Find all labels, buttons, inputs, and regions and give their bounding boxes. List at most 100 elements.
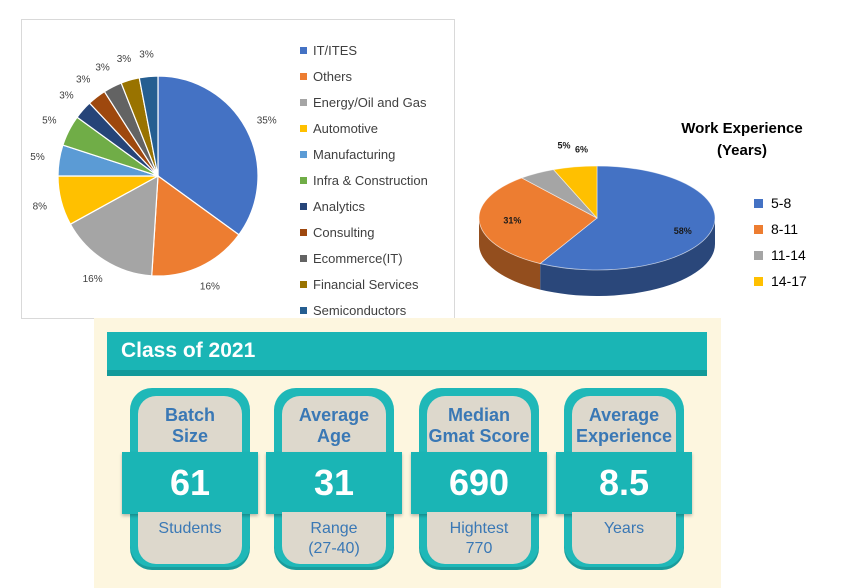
legend-label: 8-11: [771, 221, 798, 237]
pie-slice-semiconductors: [138, 75, 159, 177]
legend-label: IT/ITES: [313, 42, 358, 58]
legend-label: 14-17: [771, 273, 807, 289]
pie-slice-8-11: [478, 177, 598, 265]
pie-data-label: 3%: [139, 50, 154, 61]
pie-slice-5-8: [539, 165, 716, 271]
pie-data-label: 5%: [42, 116, 57, 127]
pie-slice-side-5-8: [540, 218, 715, 296]
legend-swatch: [300, 176, 307, 184]
card-label-line: Median: [447, 405, 510, 425]
legend-swatch: [300, 124, 307, 132]
experience-legend: 5-8 8-11 11-14 14-17: [754, 190, 807, 294]
legend-label: Analytics: [313, 198, 366, 214]
class-title: Class of 2021: [107, 332, 707, 376]
average-age-card: Average Age 31 Range (27-40): [266, 388, 402, 570]
card-label: Average Age: [282, 396, 386, 454]
legend-item-manufacturing: Manufacturing: [300, 141, 428, 167]
legend-swatch: [300, 72, 307, 80]
legend-label: Ecommerce(IT): [313, 250, 403, 266]
experience-title-line-2: (Years): [716, 142, 768, 159]
legend-label: Automotive: [313, 120, 379, 136]
pie-data-label: 3%: [95, 62, 110, 73]
pie-data-label: 58%: [674, 226, 692, 236]
card-subtext-line: Range: [310, 520, 358, 537]
card-subtext-line: (27-40): [308, 540, 360, 557]
legend-label: Infra & Construction: [313, 172, 428, 188]
legend-swatch: [300, 46, 307, 54]
card-subtext: Students: [138, 512, 242, 564]
sector-pie-chart: 35%16%16%8%5%5%3%3%3%3% 3%: [30, 50, 277, 293]
pie-data-label: 35%: [257, 116, 277, 127]
pie-data-label: 3%: [117, 54, 132, 65]
sector-chart-panel: 35% 16% 16% 8% 5% 5% 3% 3% 3% 3% 3% IT/ITES Others E…: [21, 19, 455, 319]
legend-swatch: [754, 250, 763, 260]
pie-data-label: 3%: [76, 75, 91, 86]
legend-label: Energy/Oil and Gas: [313, 94, 427, 110]
card-label-line: Batch: [164, 405, 215, 425]
legend-item-automotive: Automotive: [300, 115, 428, 141]
card-subtext-line: Years: [603, 520, 645, 537]
card-label: Median Gmat Score: [427, 396, 531, 454]
pie-data-label: 31%: [503, 216, 521, 226]
legend-item-consulting: Consulting: [300, 219, 428, 245]
pie-data-label: 5%: [557, 140, 570, 150]
card-subtext-line: Students: [158, 520, 222, 537]
card-label-line: Average: [588, 405, 660, 425]
card-label: Batch Size: [138, 396, 242, 454]
legend-label: 5-8: [771, 195, 792, 211]
card-subtext: Hightest 770: [427, 512, 531, 564]
legend-label: Others: [313, 68, 353, 84]
pie-data-label: 8%: [33, 201, 48, 212]
legend-swatch: [300, 228, 307, 236]
legend-item-ecommerce-it: Ecommerce(IT): [300, 245, 428, 271]
legend-swatch: [300, 306, 307, 314]
legend-label: Semiconductors: [313, 302, 407, 318]
card-subtext: Range (27-40): [282, 512, 386, 564]
legend-item-analytics: Analytics: [300, 193, 428, 219]
legend-swatch: [300, 202, 307, 210]
card-label-line: Average: [298, 405, 370, 425]
pie-slice-others: [151, 174, 240, 277]
legend-item-14-17: 14-17: [754, 268, 807, 294]
legend-swatch: [300, 254, 307, 262]
pie-data-label: 16%: [200, 281, 220, 292]
pie-data-label: 16%: [83, 274, 103, 285]
pie-slice-side-8-11: [479, 218, 541, 290]
legend-item-financial-services: Financial Services: [300, 271, 428, 297]
legend-swatch: [300, 280, 307, 288]
legend-item-semiconductors: Semiconductors: [300, 297, 428, 323]
legend-swatch: [300, 98, 307, 106]
card-label: Average Experience: [572, 396, 676, 454]
experience-chart-title: Work Experience (Years): [667, 118, 817, 162]
legend-item-it-ites: IT/ITES: [300, 37, 428, 63]
card-value: 8.5: [556, 452, 692, 514]
card-value: 61: [122, 452, 258, 514]
experience-pie-chart: 58% 31% 5% 6%: [478, 140, 716, 296]
legend-item-5-8: 5-8: [754, 190, 807, 216]
batch-size-card: Batch Size 61 Students: [122, 388, 258, 570]
legend-item-infra-construction: Infra & Construction: [300, 167, 428, 193]
experience-chart-panel: Work Experience (Years) 58% 31% 5% 6% 5-8 8-…: [462, 110, 858, 315]
legend-label: Consulting: [313, 224, 375, 240]
legend-swatch: [300, 150, 307, 158]
legend-label: Financial Services: [313, 276, 419, 292]
legend-item-others: Others: [300, 63, 428, 89]
pie-data-label: 3%: [59, 90, 74, 101]
legend-swatch: [754, 224, 763, 234]
card-label-line: Gmat Score: [428, 426, 530, 446]
pie-slice-14-17: [552, 165, 598, 220]
card-label-line: Size: [171, 426, 209, 446]
card-label-line: Age: [316, 426, 351, 446]
legend-swatch: [754, 276, 763, 286]
legend-item-energy-oil-and-gas: Energy/Oil and Gas: [300, 89, 428, 115]
pie-slice-it-ites: [157, 75, 259, 236]
class-panel: Class of 2021 Batch Size 61 Students Ave…: [94, 318, 721, 588]
pie-data-label: 5%: [30, 152, 45, 163]
median-gmat-card: Median Gmat Score 690 Hightest 770: [411, 388, 547, 570]
experience-title-line-1: Work Experience: [681, 120, 803, 137]
card-subtext: Years: [572, 512, 676, 564]
pie-data-label: 6%: [575, 145, 588, 155]
card-subtext-line: 770: [465, 540, 493, 557]
card-subtext-line: Hightest: [449, 520, 509, 537]
legend-label: Manufacturing: [313, 146, 396, 162]
